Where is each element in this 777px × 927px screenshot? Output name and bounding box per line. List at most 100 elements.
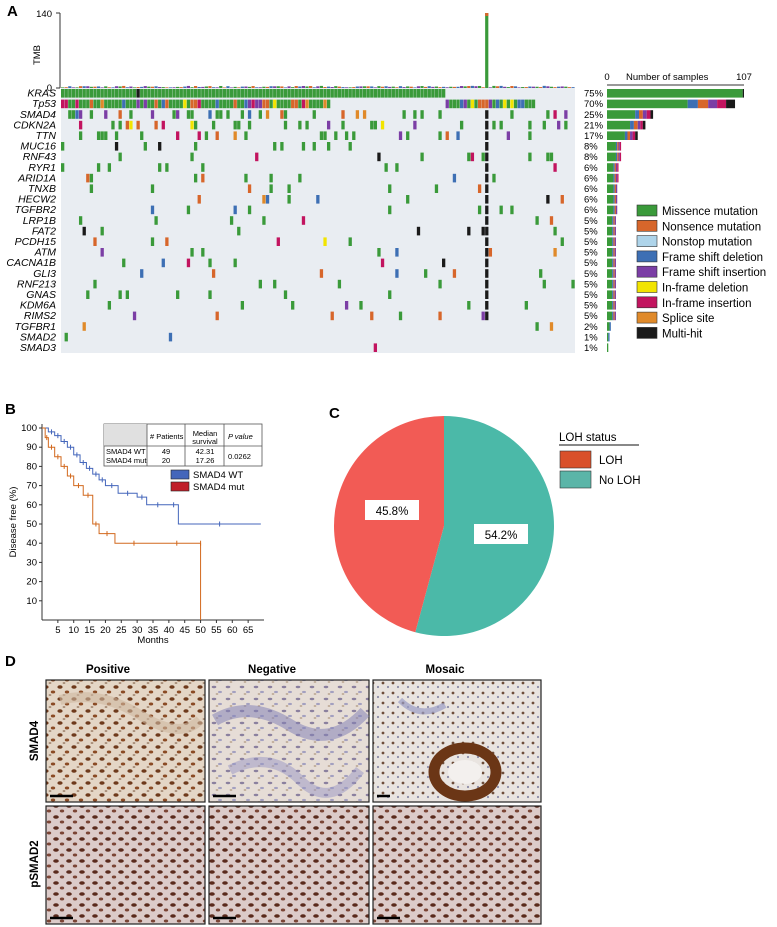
mutation-cell — [276, 99, 280, 109]
gene-percent-label: 6% — [584, 163, 598, 174]
mutation-cell — [287, 195, 291, 204]
mutation-cell — [312, 110, 316, 119]
tmb-bar — [125, 87, 129, 88]
mutation-cell — [211, 269, 216, 278]
km-y-tick-label: 40 — [26, 538, 37, 549]
sample-count-bar-segment — [613, 269, 615, 278]
tmb-bar — [384, 86, 388, 88]
legend-swatch — [636, 296, 658, 309]
km-y-tick-label: 50 — [26, 519, 37, 530]
mutation-cell — [420, 152, 424, 162]
km-x-axis-label: Months — [137, 635, 168, 646]
sample-count-bar-segment — [619, 142, 622, 151]
mutation-cell — [68, 99, 72, 109]
mutation-cell — [201, 89, 205, 98]
mutation-cell — [438, 311, 442, 321]
mutation-cell — [449, 99, 453, 109]
mutation-cell — [265, 110, 270, 119]
tmb-bar — [233, 86, 237, 88]
mutation-cell — [125, 120, 129, 130]
mutation-cell — [197, 89, 201, 98]
gene-label: RIMS2 — [24, 310, 56, 322]
tmb-bar — [413, 87, 417, 88]
sample-count-bar-segment — [608, 332, 610, 342]
mutation-cell — [226, 99, 230, 109]
tmb-bar — [495, 86, 500, 88]
mutation-cell — [161, 89, 165, 98]
mutation-cell — [424, 269, 428, 278]
mutation-cell — [438, 131, 442, 140]
mutation-cell — [233, 205, 237, 215]
tmb-bar — [427, 86, 431, 88]
mutation-cell — [485, 279, 489, 289]
mutation-cell — [564, 120, 568, 130]
mutation-cell — [78, 216, 83, 225]
tmb-bar — [136, 87, 140, 88]
mutation-cell — [86, 89, 90, 98]
sample-count-bar-segment — [607, 258, 613, 268]
mutation-cell — [247, 184, 252, 193]
mutation-cell — [233, 258, 237, 268]
tmb-bar — [330, 86, 334, 88]
km-x-tick-label: 25 — [116, 625, 127, 636]
mutation-cell — [319, 89, 324, 98]
tmb-bar — [114, 86, 119, 88]
ihc-image-psmad2-positive — [45, 805, 206, 925]
mutation-cell — [197, 99, 201, 109]
gene-percent-label: 5% — [584, 290, 598, 301]
mutation-cell — [485, 120, 489, 130]
mutation-cell — [406, 131, 410, 140]
tmb-bar — [129, 86, 133, 88]
tmb-bar-top-segment — [485, 13, 489, 16]
mutation-cell — [147, 89, 151, 98]
legend-label: Multi-hit — [662, 328, 703, 340]
mutation-cell — [78, 99, 83, 109]
tmb-bar — [366, 86, 370, 88]
mutation-cell — [395, 248, 399, 257]
mutation-cell — [273, 279, 277, 289]
tmb-bar — [269, 86, 273, 88]
mutation-cell — [211, 99, 216, 109]
tmb-panel: 140 0 TMB — [32, 9, 575, 94]
gene-percent-label: 5% — [584, 311, 598, 322]
mutation-cell — [283, 120, 288, 130]
mutation-cell — [190, 110, 194, 119]
mutation-cell — [71, 110, 76, 119]
gene-percent-label: 5% — [584, 226, 598, 237]
mutation-cell — [190, 120, 194, 130]
sample-count-bar-segment — [612, 290, 614, 299]
tmb-bar — [434, 86, 439, 88]
mutation-cell — [240, 110, 245, 119]
gene-percent-label: 21% — [584, 120, 604, 131]
km-x-tick-label: 35 — [148, 625, 159, 636]
mutation-cell — [229, 216, 234, 225]
mutation-cell — [434, 89, 439, 98]
tmb-bar — [219, 85, 223, 88]
tmb-bar — [104, 86, 108, 88]
mutation-cell — [341, 89, 345, 98]
km-table-header-median-line1: Median — [193, 429, 218, 438]
mutation-cell — [409, 89, 413, 98]
sample-count-bar-segment — [607, 184, 614, 193]
sample-count-bar-segment — [617, 163, 619, 172]
mutation-cell — [549, 216, 554, 225]
tmb-bar — [265, 86, 270, 88]
tmb-bar — [424, 86, 428, 88]
mutation-cell — [104, 131, 108, 140]
gene-label: MUC16 — [20, 141, 56, 153]
mutation-cell — [219, 99, 223, 109]
mutation-cell — [258, 89, 262, 98]
mutation-cell — [298, 120, 302, 130]
gene-label: CDKN2A — [13, 119, 56, 131]
mutation-cell — [420, 110, 424, 119]
mutation-cell — [82, 99, 86, 109]
mutation-cell — [380, 258, 385, 268]
mutation-cell — [513, 99, 518, 109]
km-table-row1-label: SMAD4 WT — [106, 447, 146, 456]
mutation-cell — [334, 131, 338, 140]
tmb-bar — [294, 86, 298, 88]
sample-count-bar-segment — [613, 205, 615, 215]
tmb-tick-label-max: 140 — [36, 9, 52, 20]
legend-label: Nonsence mutation — [662, 221, 761, 233]
mutation-cell — [154, 216, 158, 225]
